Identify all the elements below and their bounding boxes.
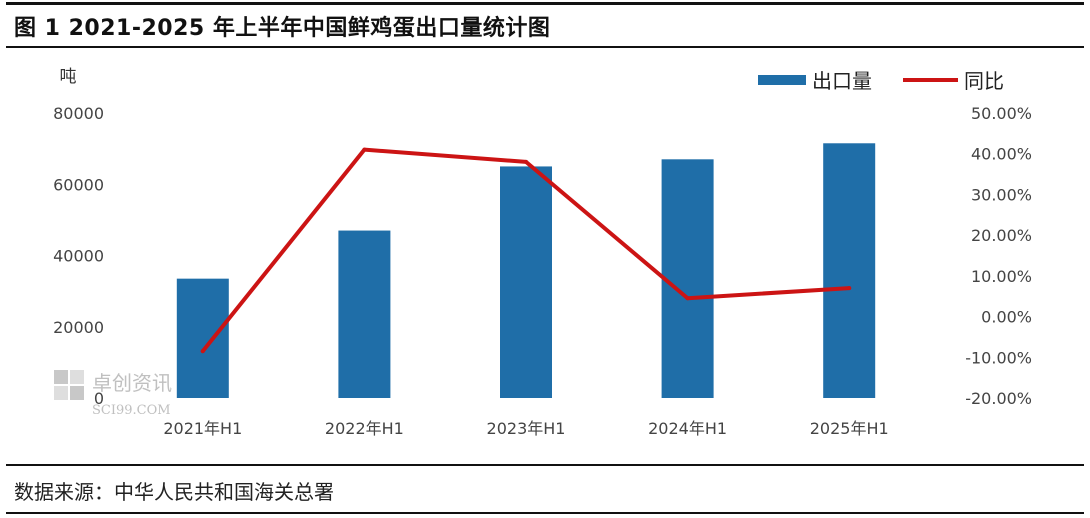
legend-label-bar: 出口量 <box>812 69 872 93</box>
line-point <box>524 159 528 164</box>
line-point <box>847 286 852 291</box>
right-axis-tick: 20.00% <box>971 226 1032 245</box>
x-axis-tick: 2024年H1 <box>648 419 727 438</box>
x-axis-tick: 2021年H1 <box>163 419 242 438</box>
line-point <box>362 147 367 152</box>
bar <box>823 143 876 398</box>
right-axis-tick: 50.00% <box>971 104 1032 123</box>
x-axis-ticks: 2021年H1 2022年H1 2023年H1 2024年H1 2025年H1 <box>163 419 888 438</box>
left-axis-tick: 40000 <box>53 247 104 266</box>
right-axis-tick: 30.00% <box>971 185 1032 204</box>
left-axis-tick: 80000 <box>53 104 104 123</box>
left-axis-ticks: 0 20000 40000 60000 80000 <box>53 104 104 408</box>
bar-series <box>176 143 876 398</box>
left-axis-tick: 60000 <box>53 175 104 194</box>
bar <box>338 230 391 398</box>
legend-label-line: 同比 <box>964 69 1004 93</box>
top-rule <box>6 2 1084 5</box>
watermark: 卓创资讯 SCI99.COM <box>54 370 172 418</box>
bottom-rule <box>6 512 1084 514</box>
right-axis-tick: 10.00% <box>971 267 1032 286</box>
left-axis-unit: 吨 <box>60 67 77 87</box>
left-axis-tick: 20000 <box>53 318 104 337</box>
x-axis-tick: 2022年H1 <box>325 419 404 438</box>
left-axis-tick: 0 <box>94 389 104 408</box>
right-axis-tick: 0.00% <box>981 308 1032 327</box>
line-point <box>200 349 205 354</box>
watermark-en: SCI99.COM <box>92 403 171 418</box>
watermark-cn: 卓创资讯 <box>92 371 172 395</box>
right-axis-tick: 40.00% <box>971 145 1032 164</box>
source-note: 数据来源：中华人民共和国海关总署 <box>14 480 334 504</box>
title-rule <box>6 46 1084 48</box>
x-axis-tick: 2025年H1 <box>810 419 889 438</box>
page-title: 图 1 2021-2025 年上半年中国鲜鸡蛋出口量统计图 <box>14 16 551 41</box>
line-point <box>685 296 690 301</box>
bar <box>176 278 229 398</box>
bar <box>500 166 552 398</box>
source-rule <box>6 464 1084 466</box>
legend-swatch-bar <box>758 75 806 85</box>
right-axis-tick: -10.00% <box>965 348 1032 367</box>
right-axis-ticks: -20.00% -10.00% 0.00% 10.00% 20.00% 30.00% 40.… <box>965 104 1032 408</box>
legend: 出口量 同比 <box>758 69 1004 93</box>
bar <box>661 159 714 398</box>
line-series <box>200 147 852 354</box>
right-axis-tick: -20.00% <box>965 389 1032 408</box>
x-axis-tick: 2023年H1 <box>487 419 566 438</box>
